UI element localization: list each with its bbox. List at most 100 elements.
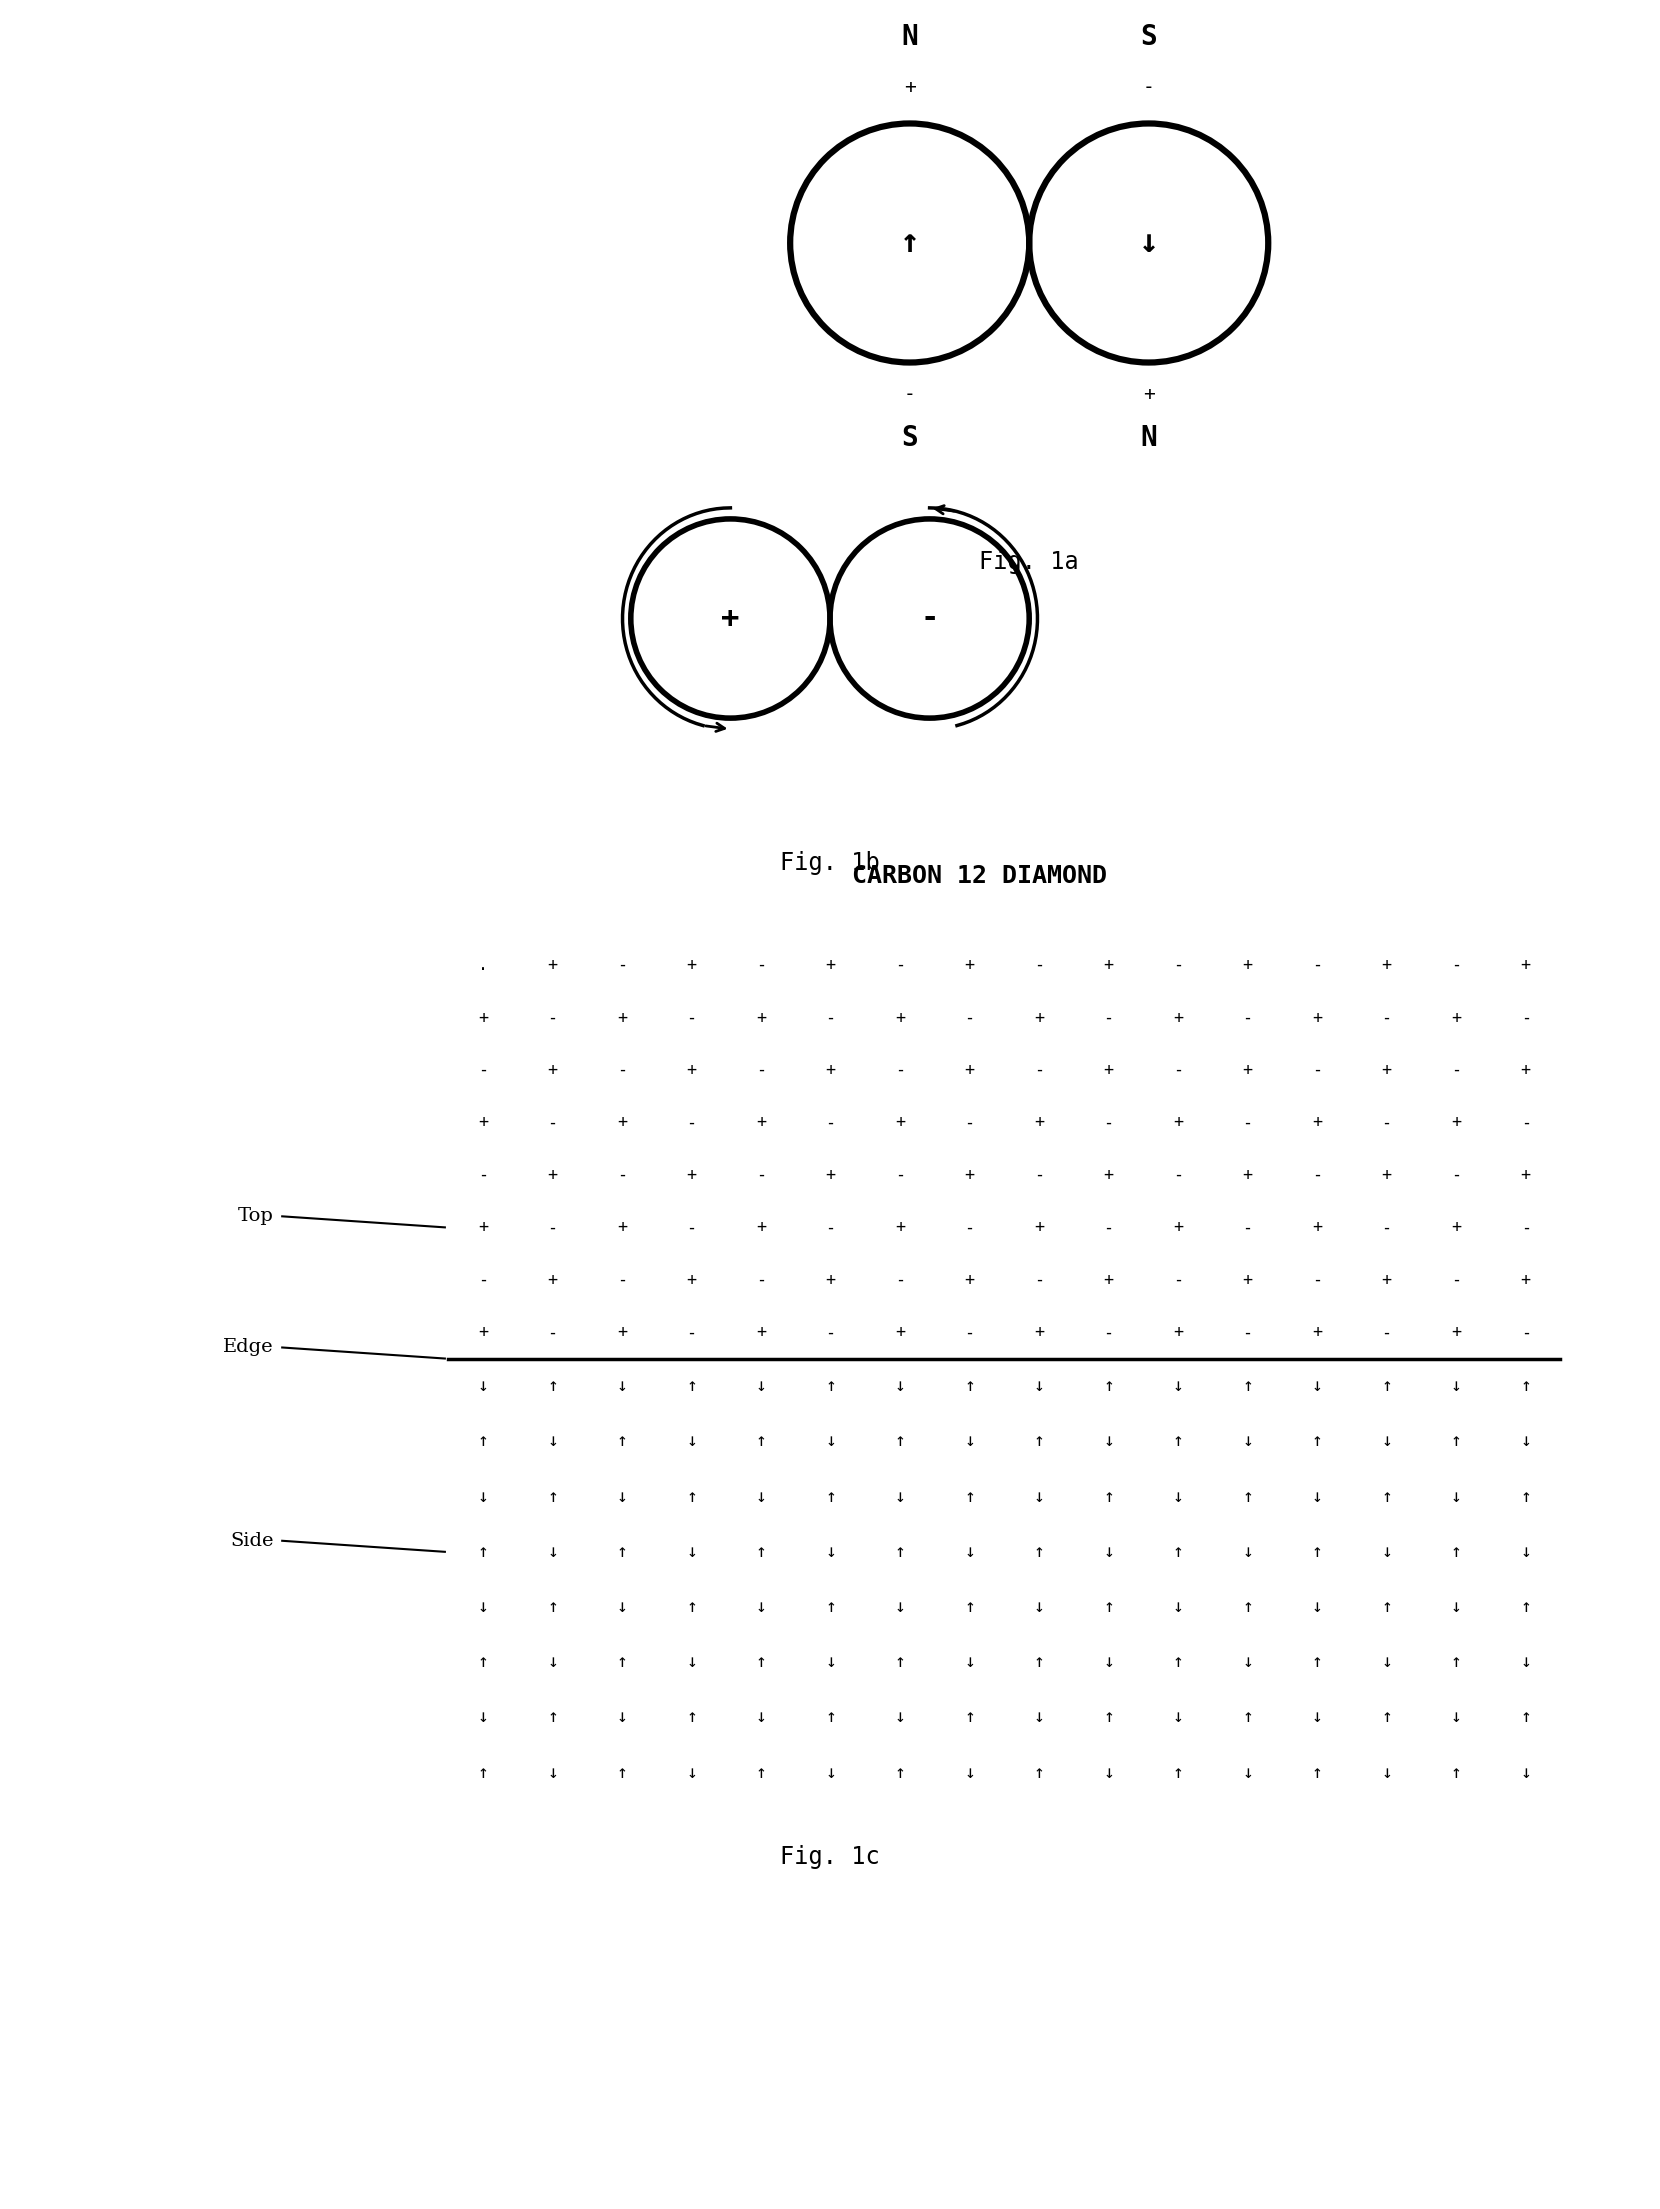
Text: +: +: [964, 1270, 974, 1288]
Text: ↓: ↓: [895, 1376, 905, 1396]
Text: -: -: [964, 1219, 974, 1237]
Text: ↑: ↑: [1311, 1542, 1323, 1562]
Text: ↓: ↓: [1381, 1542, 1393, 1562]
Text: -: -: [478, 1166, 488, 1184]
Text: +: +: [478, 1010, 488, 1027]
Text: +: +: [618, 1219, 627, 1237]
Text: +: +: [903, 77, 916, 97]
Text: ↑: ↑: [478, 1431, 488, 1451]
Text: +: +: [1104, 1060, 1114, 1078]
Text: +: +: [1104, 1270, 1114, 1288]
Text: -: -: [1034, 1060, 1044, 1078]
Text: ↑: ↑: [825, 1487, 837, 1507]
Text: ↓: ↓: [895, 1708, 905, 1727]
Text: ↑: ↑: [1172, 1652, 1184, 1672]
Text: ↑: ↑: [755, 1652, 767, 1672]
Text: ↓: ↓: [755, 1597, 767, 1617]
Text: ↓: ↓: [1172, 1597, 1184, 1617]
Text: ↓: ↓: [548, 1431, 558, 1451]
Text: +: +: [1104, 1166, 1114, 1184]
Text: ↓: ↓: [964, 1652, 974, 1672]
Text: ↓: ↓: [1139, 228, 1159, 258]
Text: +: +: [478, 1113, 488, 1131]
Text: -: -: [1174, 1060, 1184, 1078]
Text: -: -: [964, 1113, 974, 1131]
Text: -: -: [1521, 1010, 1531, 1027]
Text: -: -: [1311, 1270, 1321, 1288]
Text: +: +: [687, 1270, 697, 1288]
Text: +: +: [478, 1323, 488, 1341]
Text: ↑: ↑: [1521, 1708, 1531, 1727]
Text: ↓: ↓: [755, 1376, 767, 1396]
Text: -: -: [1104, 1219, 1114, 1237]
Text: ↓: ↓: [1381, 1763, 1393, 1783]
Ellipse shape: [830, 519, 1029, 718]
Text: +: +: [1521, 1060, 1531, 1078]
Text: ↑: ↑: [616, 1763, 627, 1783]
Text: -: -: [1381, 1010, 1391, 1027]
Text: ↓: ↓: [616, 1708, 627, 1727]
Text: ↑: ↑: [1451, 1542, 1461, 1562]
Text: ↑: ↑: [825, 1376, 837, 1396]
Text: -: -: [1104, 1323, 1114, 1341]
Text: ↓: ↓: [1034, 1376, 1044, 1396]
Text: ↑: ↑: [686, 1376, 697, 1396]
Text: +: +: [1381, 1166, 1391, 1184]
Text: ↑: ↑: [895, 1652, 905, 1672]
Text: ↑: ↑: [616, 1542, 627, 1562]
Text: ↑: ↑: [1034, 1542, 1044, 1562]
Text: ↑: ↑: [616, 1652, 627, 1672]
Text: +: +: [720, 603, 740, 634]
Text: +: +: [895, 1219, 905, 1237]
Text: ↑: ↑: [1104, 1708, 1114, 1727]
Text: +: +: [618, 1323, 627, 1341]
Text: ↑: ↑: [1311, 1763, 1323, 1783]
Text: +: +: [687, 956, 697, 974]
Text: ↑: ↑: [825, 1708, 837, 1727]
Text: ↓: ↓: [686, 1652, 697, 1672]
Text: -: -: [920, 603, 940, 634]
Text: ↓: ↓: [1104, 1652, 1114, 1672]
Text: +: +: [1451, 1219, 1461, 1237]
Text: ↓: ↓: [1521, 1542, 1531, 1562]
Text: ↑: ↑: [478, 1763, 488, 1783]
Text: ↓: ↓: [964, 1431, 974, 1451]
Text: +: +: [825, 1060, 835, 1078]
Text: ↑: ↑: [686, 1597, 697, 1617]
Text: ↓: ↓: [478, 1487, 488, 1507]
Text: +: +: [755, 1113, 765, 1131]
Text: ↑: ↑: [686, 1487, 697, 1507]
Ellipse shape: [631, 519, 830, 718]
Text: ↓: ↓: [755, 1708, 767, 1727]
Text: ↓: ↓: [825, 1763, 837, 1783]
Text: ↑: ↑: [1242, 1487, 1253, 1507]
Text: -: -: [1174, 1270, 1184, 1288]
Text: ↑: ↑: [900, 228, 920, 258]
Text: ↓: ↓: [1172, 1487, 1184, 1507]
Text: +: +: [1451, 1010, 1461, 1027]
Text: -: -: [687, 1323, 697, 1341]
Text: -: -: [548, 1010, 558, 1027]
Text: ↓: ↓: [616, 1376, 627, 1396]
Text: ↑: ↑: [548, 1597, 558, 1617]
Text: +: +: [1521, 956, 1531, 974]
Text: ↑: ↑: [686, 1708, 697, 1727]
Text: +: +: [1521, 1270, 1531, 1288]
Text: ↑: ↑: [1242, 1376, 1253, 1396]
Text: -: -: [687, 1219, 697, 1237]
Text: -: -: [1034, 1270, 1044, 1288]
Text: ↓: ↓: [1034, 1487, 1044, 1507]
Text: ↓: ↓: [895, 1597, 905, 1617]
Text: .: .: [478, 956, 488, 974]
Text: ↓: ↓: [825, 1652, 837, 1672]
Text: ↓: ↓: [616, 1487, 627, 1507]
Text: -: -: [548, 1219, 558, 1237]
Text: ↓: ↓: [1311, 1708, 1323, 1727]
Text: +: +: [618, 1010, 627, 1027]
Text: -: -: [895, 1060, 905, 1078]
Text: ↑: ↑: [895, 1542, 905, 1562]
Text: -: -: [1243, 1323, 1253, 1341]
Text: +: +: [895, 1113, 905, 1131]
Text: +: +: [1174, 1219, 1184, 1237]
Text: -: -: [1521, 1113, 1531, 1131]
